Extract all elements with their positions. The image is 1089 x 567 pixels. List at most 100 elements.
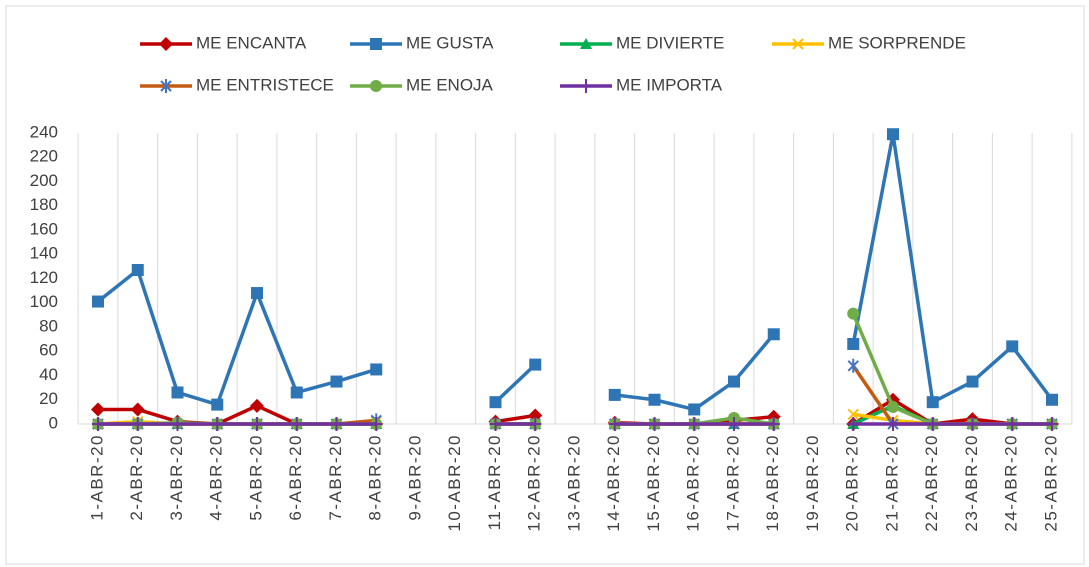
marker — [370, 363, 383, 376]
x-tick-label: 5-ABR-20 — [246, 434, 265, 521]
marker — [330, 375, 343, 388]
x-tick-label: 10-ABR-20 — [445, 434, 464, 532]
marker — [688, 403, 701, 416]
x-tick-label: 3-ABR-20 — [167, 434, 186, 521]
y-tick-label: 120 — [30, 268, 58, 287]
marker — [792, 38, 804, 50]
series-line — [851, 132, 1054, 404]
marker — [847, 408, 859, 421]
marker — [529, 417, 542, 431]
marker — [847, 417, 860, 431]
marker — [926, 417, 939, 431]
x-tick-label: 20-ABR-20 — [843, 434, 862, 532]
marker — [1046, 417, 1058, 431]
marker — [489, 396, 502, 409]
x-tick-label: 2-ABR-20 — [127, 434, 146, 521]
marker — [887, 128, 899, 141]
marker — [887, 401, 899, 414]
x-tick-label: 23-ABR-20 — [962, 434, 981, 532]
x-tick-label: 15-ABR-20 — [644, 434, 663, 532]
x-tick-label: 6-ABR-20 — [286, 434, 305, 521]
y-tick-label: 140 — [30, 244, 58, 263]
legend-label: ME SORPRENDE — [828, 33, 966, 52]
marker — [580, 79, 592, 93]
marker — [250, 398, 264, 413]
x-tick-label: 1-ABR-20 — [87, 434, 106, 521]
marker — [92, 295, 104, 308]
x-tick-label: 17-ABR-20 — [723, 434, 742, 532]
y-tick-label: 220 — [30, 147, 58, 166]
legend-label: ME DIVIERTE — [616, 33, 724, 52]
marker — [211, 417, 224, 431]
marker — [290, 386, 303, 399]
y-tick-label: 0 — [49, 413, 58, 432]
marker — [1046, 393, 1058, 406]
marker — [330, 417, 343, 431]
marker — [131, 264, 144, 277]
x-tick-label: 18-ABR-20 — [763, 434, 782, 532]
marker — [159, 37, 173, 51]
marker — [688, 417, 701, 431]
x-tick-label: 14-ABR-20 — [604, 434, 623, 532]
chart-frame — [5, 5, 1085, 565]
marker — [608, 388, 621, 401]
x-tick-label: 13-ABR-20 — [564, 434, 583, 532]
y-tick-label: 60 — [39, 341, 58, 360]
x-tick-label: 25-ABR-20 — [1041, 434, 1060, 532]
marker — [91, 402, 105, 417]
marker — [847, 307, 860, 320]
marker — [580, 38, 592, 49]
y-tick-label: 100 — [30, 292, 58, 311]
x-tick-label: 4-ABR-20 — [207, 434, 226, 521]
marker — [767, 417, 780, 431]
y-tick-label: 40 — [39, 365, 58, 384]
y-tick-label: 200 — [30, 171, 58, 190]
marker — [648, 417, 661, 431]
series-line — [494, 363, 537, 404]
x-tick-label: 7-ABR-20 — [326, 434, 345, 521]
marker — [211, 398, 224, 411]
marker — [171, 386, 184, 399]
marker — [847, 337, 860, 350]
y-tick-label: 180 — [30, 195, 58, 214]
marker — [728, 375, 740, 388]
x-tick-label: 16-ABR-20 — [684, 434, 703, 532]
marker — [171, 417, 184, 431]
marker — [251, 417, 263, 431]
series — [92, 128, 1058, 416]
y-tick-label: 80 — [39, 316, 58, 335]
marker — [966, 375, 979, 388]
marker — [92, 417, 104, 431]
marker — [1006, 340, 1019, 353]
series-line — [495, 413, 536, 424]
marker — [767, 328, 780, 341]
y-tick-label: 20 — [39, 389, 58, 408]
marker — [926, 396, 939, 409]
marker — [847, 358, 859, 373]
legend-label: ME IMPORTA — [616, 75, 723, 94]
marker — [160, 79, 172, 93]
marker — [251, 287, 263, 300]
marker — [370, 80, 382, 92]
series-line — [96, 268, 377, 407]
marker — [528, 408, 543, 423]
marker — [489, 417, 502, 431]
x-tick-label: 8-ABR-20 — [366, 434, 385, 521]
marker — [1006, 417, 1019, 431]
x-tick-label: 12-ABR-20 — [525, 434, 544, 532]
marker — [966, 417, 979, 431]
marker — [529, 358, 542, 371]
series — [92, 417, 1058, 431]
legend-label: ME ENCANTA — [196, 33, 307, 52]
x-tick-label: 9-ABR-20 — [405, 434, 424, 521]
marker — [130, 402, 145, 417]
marker — [131, 417, 144, 431]
legend-label: ME GUSTA — [406, 33, 494, 52]
marker — [648, 393, 661, 406]
x-tick-label: 21-ABR-20 — [882, 434, 901, 532]
y-tick-label: 240 — [30, 122, 58, 141]
x-tick-label: 24-ABR-20 — [1002, 434, 1021, 532]
marker — [370, 417, 383, 431]
y-tick-label: 160 — [30, 219, 58, 238]
